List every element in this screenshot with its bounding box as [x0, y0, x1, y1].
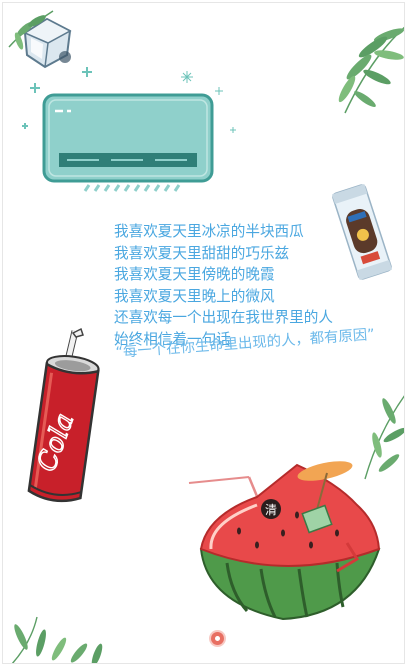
popsicle-icon [331, 183, 393, 281]
leaf-icon [8, 10, 54, 50]
page-frame: 我喜欢夏天里冰凉的半块西瓜 我喜欢夏天里甜甜的巧乐兹 我喜欢夏天里傍晚的晚霞 我… [2, 2, 405, 664]
air-conditioner-icon [42, 93, 214, 192]
cola-can-icon: Cola [27, 327, 100, 503]
music-icon [215, 636, 220, 641]
poem-line: 我喜欢夏天里晚上的微风 [114, 287, 275, 305]
poem-text: 我喜欢夏天里冰凉的半块西瓜 我喜欢夏天里甜甜的巧乐兹 我喜欢夏天里傍晚的晚霞 我… [114, 221, 394, 350]
watermelon-icon: 清 [188, 461, 381, 621]
ice-cube-icon [23, 17, 72, 69]
poem-line: 我喜欢夏天里冰凉的半块西瓜 [114, 223, 304, 240]
poem-line: 还喜欢每一个出现在我世界里的人 [114, 309, 333, 326]
poem-line: 我喜欢夏天里傍晚的晚霞 [114, 266, 275, 283]
poem-line: 我喜欢夏天里甜甜的巧乐兹 [114, 244, 290, 262]
music-button[interactable] [211, 632, 224, 645]
poem-line: 始终相信着一句话 [114, 330, 231, 348]
leaf-icon [11, 616, 103, 663]
leaf-icon [338, 26, 404, 114]
watermelon-badge: 清 [265, 503, 277, 517]
sparkle-icon [22, 67, 236, 133]
leaf-icon [364, 395, 404, 480]
